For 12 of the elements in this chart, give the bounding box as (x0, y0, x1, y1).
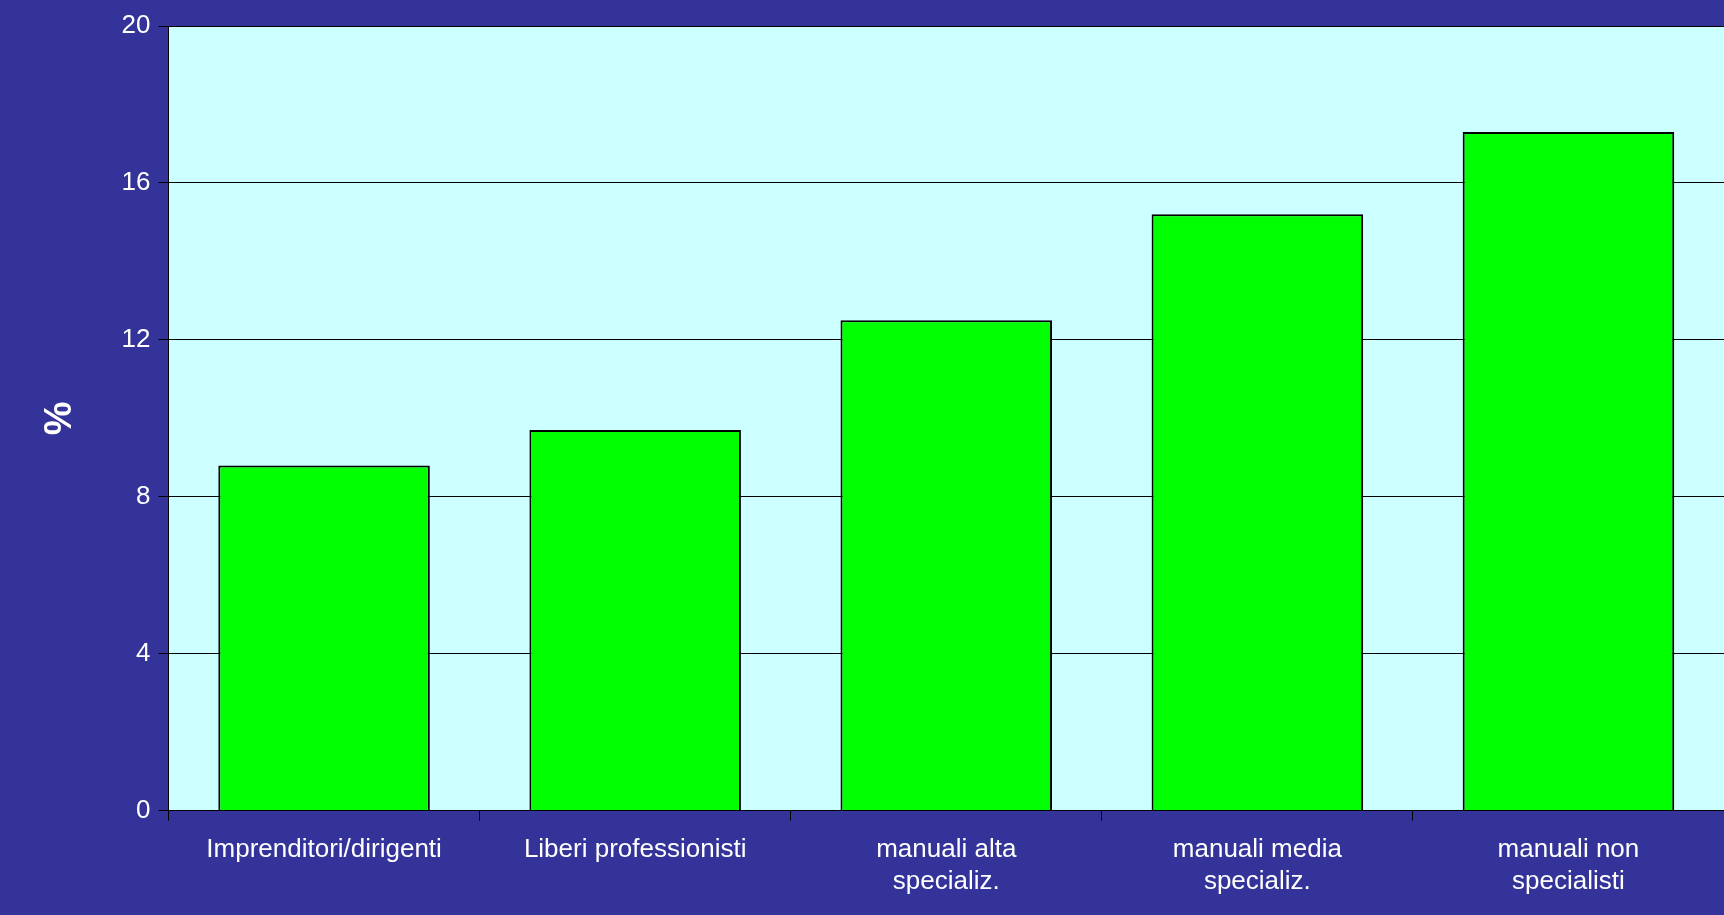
y-tick-label: 0 (136, 793, 151, 824)
y-tick-label: 8 (136, 479, 151, 510)
x-tick-label: manuali alta specializ. (876, 833, 1017, 895)
y-tick-label: 4 (136, 636, 151, 667)
y-tick-label: 12 (121, 323, 151, 354)
y-tick-label: 20 (121, 9, 151, 40)
x-tick-label: Liberi professionisti (523, 833, 747, 864)
x-tick-label: Imprenditori/dirigenti (206, 833, 442, 864)
y-tick-label: 16 (121, 166, 151, 197)
x-tick-label: manuali non specialisti (1497, 833, 1640, 895)
x-tick-label: manuali media specializ. (1172, 833, 1343, 895)
y-axis-title: % (37, 401, 80, 436)
